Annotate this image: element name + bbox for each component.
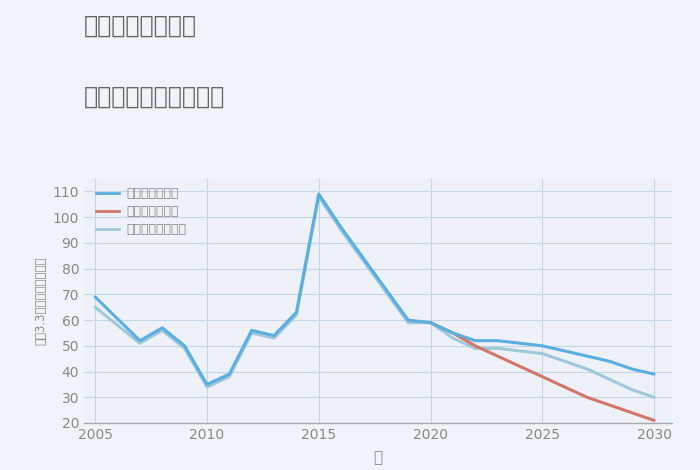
Line: グッドシナリオ: グッドシナリオ xyxy=(95,194,654,384)
Line: ノーマルシナリオ: ノーマルシナリオ xyxy=(95,196,654,397)
ノーマルシナリオ xyxy=(471,345,480,351)
Line: バッドシナリオ: バッドシナリオ xyxy=(430,323,654,421)
ノーマルシナリオ xyxy=(225,374,234,379)
Text: 中古戸建ての価格推移: 中古戸建ての価格推移 xyxy=(84,85,225,109)
グッドシナリオ xyxy=(292,310,300,315)
グッドシナリオ xyxy=(225,371,234,377)
バッドシナリオ xyxy=(426,320,435,326)
ノーマルシナリオ xyxy=(248,330,256,336)
グッドシナリオ xyxy=(270,333,278,338)
バッドシナリオ xyxy=(471,343,480,349)
Y-axis label: 坪（3.3㎡）単価（万円）: 坪（3.3㎡）単価（万円） xyxy=(34,257,47,345)
ノーマルシナリオ xyxy=(538,351,547,356)
ノーマルシナリオ xyxy=(516,348,524,354)
ノーマルシナリオ xyxy=(158,328,167,333)
バッドシナリオ xyxy=(538,374,547,379)
グッドシナリオ xyxy=(314,191,323,197)
グッドシナリオ xyxy=(606,359,614,364)
バッドシナリオ xyxy=(628,410,636,415)
Text: 三重県津市森町の: 三重県津市森町の xyxy=(84,14,197,38)
ノーマルシナリオ xyxy=(494,345,502,351)
ノーマルシナリオ xyxy=(270,335,278,341)
グッドシナリオ xyxy=(516,340,524,346)
ノーマルシナリオ xyxy=(606,376,614,382)
バッドシナリオ xyxy=(516,364,524,369)
グッドシナリオ xyxy=(494,338,502,344)
ノーマルシナリオ xyxy=(650,394,658,400)
グッドシナリオ xyxy=(337,225,345,230)
グッドシナリオ xyxy=(449,330,457,336)
ノーマルシナリオ xyxy=(337,227,345,233)
バッドシナリオ xyxy=(583,394,592,400)
ノーマルシナリオ xyxy=(91,305,99,310)
グッドシナリオ xyxy=(404,317,412,323)
バッドシナリオ xyxy=(606,402,614,408)
バッドシナリオ xyxy=(561,384,569,390)
ノーマルシナリオ xyxy=(628,387,636,392)
グッドシナリオ xyxy=(583,353,592,359)
グッドシナリオ xyxy=(248,328,256,333)
グッドシナリオ xyxy=(181,343,189,349)
ノーマルシナリオ xyxy=(583,366,592,372)
ノーマルシナリオ xyxy=(449,335,457,341)
グッドシナリオ xyxy=(538,343,547,349)
グッドシナリオ xyxy=(650,371,658,377)
ノーマルシナリオ xyxy=(314,194,323,199)
バッドシナリオ xyxy=(650,418,658,423)
グッドシナリオ xyxy=(91,294,99,300)
グッドシナリオ xyxy=(628,366,636,372)
グッドシナリオ xyxy=(158,325,167,330)
バッドシナリオ xyxy=(449,330,457,336)
グッドシナリオ xyxy=(203,382,211,387)
バッドシナリオ xyxy=(494,353,502,359)
グッドシナリオ xyxy=(426,320,435,326)
グッドシナリオ xyxy=(136,338,144,344)
ノーマルシナリオ xyxy=(203,384,211,390)
ノーマルシナリオ xyxy=(404,320,412,326)
グッドシナリオ xyxy=(561,348,569,354)
ノーマルシナリオ xyxy=(181,345,189,351)
ノーマルシナリオ xyxy=(561,359,569,364)
Legend: グッドシナリオ, バッドシナリオ, ノーマルシナリオ: グッドシナリオ, バッドシナリオ, ノーマルシナリオ xyxy=(96,187,186,236)
ノーマルシナリオ xyxy=(426,320,435,326)
グッドシナリオ xyxy=(471,338,480,344)
X-axis label: 年: 年 xyxy=(373,450,383,465)
ノーマルシナリオ xyxy=(292,312,300,318)
ノーマルシナリオ xyxy=(136,340,144,346)
